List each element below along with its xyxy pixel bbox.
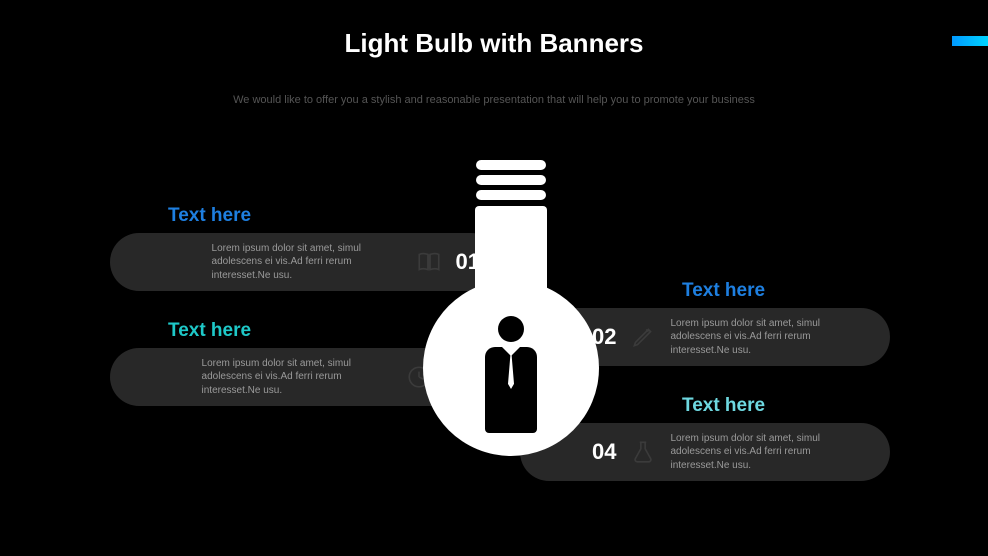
person-tie [508, 355, 514, 389]
bulb-thread-2 [476, 175, 546, 185]
infographic-stage: Text here Lorem ipsum dolor sit amet, si… [0, 130, 988, 550]
banner-body-01: Lorem ipsum dolor sit amet, simul adoles… [212, 242, 402, 283]
slide-subtitle: We would like to offer you a stylish and… [0, 94, 988, 106]
pencil-icon [630, 324, 656, 350]
bulb-thread-1 [476, 160, 546, 170]
person-head [498, 316, 524, 342]
bulb-ball [423, 280, 599, 456]
banner-body-03: Lorem ipsum dolor sit amet, simul adoles… [202, 357, 392, 398]
banner-body-04: Lorem ipsum dolor sit amet, simul adoles… [670, 432, 860, 473]
person-collar [502, 347, 520, 356]
lightbulb-graphic [423, 160, 599, 530]
person-body [485, 347, 537, 433]
banner-heading-03: Text here [168, 320, 251, 342]
banner-heading-01: Text here [168, 205, 251, 227]
flask-icon [630, 439, 656, 465]
banner-body-02: Lorem ipsum dolor sit amet, simul adoles… [670, 317, 860, 358]
slide-title: Light Bulb with Banners [0, 28, 988, 59]
banner-heading-02: Text here [682, 280, 765, 302]
banner-heading-04: Text here [682, 395, 765, 417]
bulb-thread-3 [476, 190, 546, 200]
person-icon [481, 316, 541, 436]
